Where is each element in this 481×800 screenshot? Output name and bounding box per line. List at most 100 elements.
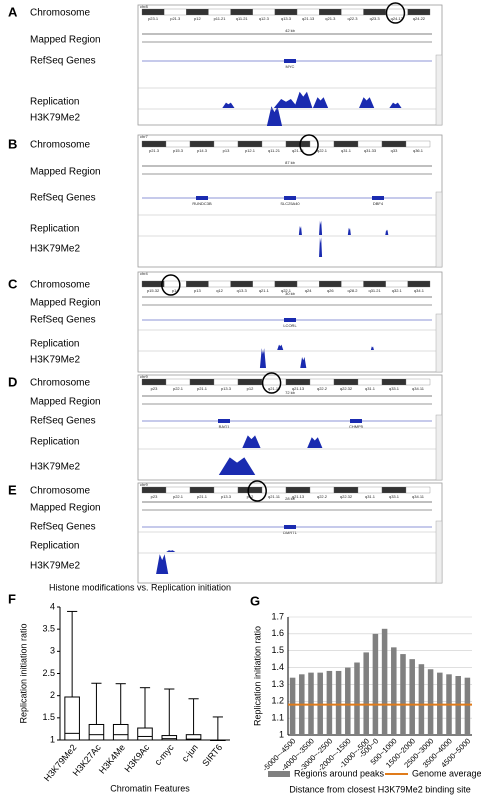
track-label: Mapped Region [30,503,101,514]
gene-exon [284,525,296,529]
chrom-name: chr4 [140,271,149,276]
track-label: H3K79Me2 [30,244,80,255]
chrom-band [319,280,342,288]
signal-peak [294,91,313,108]
track-label: Mapped Region [30,397,101,408]
chrom-name: chr9 [140,374,149,379]
chrom-band [208,8,231,16]
box [161,735,178,741]
box [185,734,202,741]
band-label: q24.22 [413,16,426,21]
chrom-band [285,140,311,148]
panel-label: B [8,136,17,151]
track-label: Replication [30,339,79,350]
signal-peak [242,435,261,448]
chrom-band [165,486,191,494]
band-label: q21.13 [292,386,305,391]
chrom-band [296,8,320,16]
signal-peak [298,226,302,235]
chrom-band [274,280,298,288]
chart-title: Histone modifications vs. Replication in… [49,582,231,592]
scale-label: 30 kb [285,291,296,296]
highlight-circle [247,480,267,502]
signal-peak [312,97,329,108]
signal-peak [385,229,389,235]
y-tick-label: 3.5 [42,624,55,634]
box [64,696,80,741]
track-label: H3K79Me2 [30,355,80,366]
band-label: p21.1 [197,386,208,391]
bar [409,659,415,735]
chrom-band [274,8,298,16]
band-label: p14 [172,288,179,293]
band-label: q12.3 [259,16,270,21]
band-label: p22.1 [173,494,184,499]
band-label: q31.1 [341,148,352,153]
y-tick-label: 1.1 [271,713,284,723]
band-label: q31.33 [364,148,377,153]
band-label: p13.3 [221,494,232,499]
y-tick-label: 1 [279,729,284,739]
band-label: p12 [194,16,201,21]
band-label: q21.13 [292,494,305,499]
chrom-band [405,140,431,148]
box [88,723,105,741]
signal-peak [389,102,402,108]
track-label: RefSeq Genes [30,522,96,533]
chrom-band [341,8,364,16]
scale-label: 72 kb [285,390,296,395]
track-label: Chromosome [30,378,90,389]
scrollbar [435,313,443,373]
gene-exon [284,196,296,200]
band-label: p15.32 [147,288,160,293]
gene-exon [350,419,362,423]
signal-peak [259,348,266,368]
x-tick-label: H3K9Ac [122,742,151,774]
signal-peak [156,554,169,574]
band-label: q33.1 [389,494,400,499]
chrom-band [261,378,287,386]
gene-name: RUNDC3B [192,201,212,206]
signal-peak [166,550,176,552]
y-tick-label: 1.3 [271,679,284,689]
chrom-band [333,486,359,494]
band-label: q28.2 [347,288,358,293]
band-label: q34.1 [414,288,425,293]
scrollbar [435,191,443,268]
chrom-band [261,140,287,148]
band-label: q22.1 [317,148,328,153]
panel-label: C [8,276,18,291]
bar [427,669,434,735]
y-tick-label: 4 [50,601,55,611]
gene-exon [218,419,230,423]
track-label: Mapped Region [30,167,101,178]
chrom-band [363,280,386,288]
track-label: Chromosome [30,486,90,497]
legend-label: Genome average [412,768,481,778]
band-label: q22.32 [340,386,353,391]
chrom-band [252,280,276,288]
band-label: p23 [151,386,158,391]
track-label: Chromosome [30,140,90,151]
chrom-band [237,486,263,494]
signal-peak [218,457,256,475]
track-label: Replication [30,437,79,448]
scrollbar [435,414,443,481]
chrom-band [141,8,165,16]
track-label: H3K79Me2 [30,462,80,473]
box [112,723,129,741]
scale-label: 87 kb [285,160,296,165]
scale-label: 42 kb [285,28,296,33]
legend-swatch [268,771,290,777]
bar [372,633,379,735]
band-label: q22.3 [347,16,358,21]
band-label: q21.13 [302,16,315,21]
chrom-band [165,378,191,386]
band-label: p22.1 [173,386,184,391]
bar [354,662,360,735]
chrom-band [319,8,342,16]
y-tick-label: 1.5 [42,712,55,722]
track-label: H3K79Me2 [30,561,80,572]
chrom-band [189,140,215,148]
